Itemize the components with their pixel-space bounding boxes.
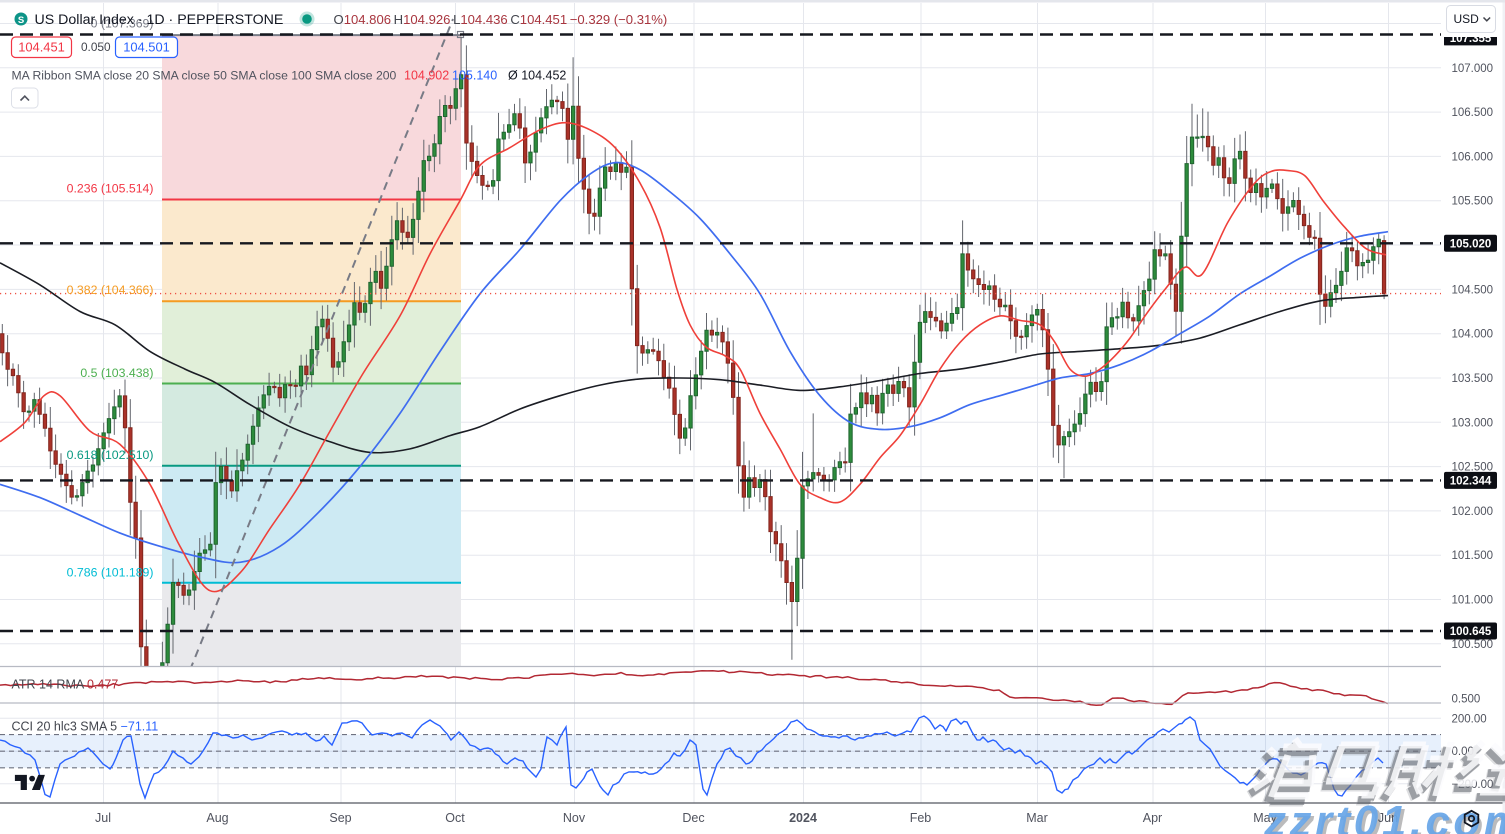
svg-text:0 (107.369): 0 (107.369) [91,17,154,31]
svg-text:102.344: 102.344 [1450,475,1492,487]
svg-text:Ø 104.452: Ø 104.452 [508,69,566,83]
svg-text:100.500: 100.500 [1452,639,1494,651]
svg-text:200.00: 200.00 [1452,713,1487,725]
svg-text:Aug: Aug [206,811,228,825]
svg-text:107.000: 107.000 [1452,63,1494,75]
svg-text:101.000: 101.000 [1452,595,1494,607]
svg-text:104.500: 104.500 [1452,284,1494,296]
svg-text:zzrt01.com: zzrt01.com [1263,797,1505,834]
svg-text:Sep: Sep [329,811,351,825]
svg-text:104.000: 104.000 [1452,329,1494,341]
svg-text:0.618 (102.510): 0.618 (102.510) [67,448,154,462]
svg-text:104.501: 104.501 [123,40,170,55]
svg-text:S: S [18,15,24,26]
svg-text:Dec: Dec [682,811,704,825]
svg-text:101.500: 101.500 [1452,550,1494,562]
svg-text:Apr: Apr [1143,811,1162,825]
svg-text:Feb: Feb [910,811,932,825]
svg-text:102.000: 102.000 [1452,506,1494,518]
svg-text:0.786 (101.189): 0.786 (101.189) [67,566,154,580]
svg-text:107.355: 107.355 [1450,33,1492,45]
svg-text:Jun: Jun [1378,811,1398,825]
svg-text:MA Ribbon SMA close 20 SMA clo: MA Ribbon SMA close 20 SMA close 50 SMA … [12,69,397,83]
svg-text:105.020: 105.020 [1450,238,1492,250]
svg-text:106.000: 106.000 [1452,151,1494,163]
svg-text:Oct: Oct [445,811,465,825]
svg-text:0.5 (103.438): 0.5 (103.438) [80,366,153,380]
svg-text:105.500: 105.500 [1452,196,1494,208]
svg-text:106.500: 106.500 [1452,107,1494,119]
svg-text:2024: 2024 [789,811,817,825]
svg-text:Jul: Jul [95,811,111,825]
svg-text:Mar: Mar [1026,811,1048,825]
svg-text:0.236 (105.514): 0.236 (105.514) [67,182,154,196]
svg-text:0.500: 0.500 [1452,693,1481,705]
svg-text:CCI 20 hlc3 SMA 5 −71.11: CCI 20 hlc3 SMA 5 −71.11 [12,720,159,734]
svg-text:May: May [1253,811,1277,825]
svg-text:0.050: 0.050 [81,40,111,54]
svg-text:104.902: 104.902 [404,69,449,83]
svg-text:103.500: 103.500 [1452,373,1494,385]
svg-text:0.382 (104.366): 0.382 (104.366) [67,283,154,297]
svg-text:USD: USD [1454,12,1480,26]
svg-text:100.645: 100.645 [1450,626,1492,638]
svg-text:103.000: 103.000 [1452,417,1494,429]
svg-text:O104.806 H104.926 L104.436 C10: O104.806 H104.926 L104.436 C104.451 −0.3… [334,12,668,27]
svg-text:US Dollar Index · 1D · PEPPERS: US Dollar Index · 1D · PEPPERSTONE [35,12,284,28]
svg-text:ATR 14 RMA 0.477: ATR 14 RMA 0.477 [12,678,119,692]
svg-text:102.500: 102.500 [1452,462,1494,474]
svg-text:104.451: 104.451 [18,40,65,55]
svg-text:105.140: 105.140 [452,69,497,83]
svg-text:Nov: Nov [563,811,586,825]
